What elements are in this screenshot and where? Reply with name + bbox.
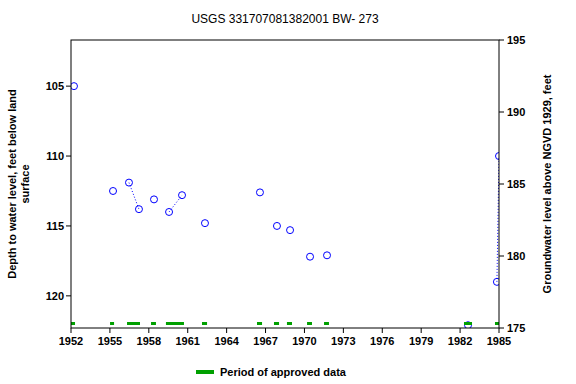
x-tick [265,328,266,333]
x-tick-label: 1976 [370,335,394,347]
y-tick-label: 105 [46,80,64,92]
data-point [324,252,331,259]
data-point [71,83,77,90]
approved-period [287,322,292,325]
x-tick [421,328,422,333]
data-point [256,189,263,196]
x-tick [382,328,383,333]
chart: USGS 331707081382001 BW- 273 1952 1955 1958… [0,0,576,384]
x-tick-label: 1967 [253,335,277,347]
y2-tick-label: 185 [507,178,525,190]
legend-swatch [196,370,214,374]
x-tick [304,328,305,333]
x-tick [460,328,461,333]
y2-label-line: Groundwater level above NGVD 1929, feet [541,74,553,293]
y-tick-label: 115 [46,220,64,232]
y2-tick [499,256,504,257]
y2-tick-label: 175 [507,322,525,334]
approved-period [202,322,207,325]
data-point [151,196,158,203]
y2-tick-label: 190 [507,106,525,118]
y-tick-label: 110 [46,150,64,162]
data-point [135,206,142,213]
y2-tick [499,184,504,185]
data-point [110,187,117,194]
legend-label: Period of approved data [220,366,347,378]
x-tick [187,328,188,333]
title: USGS 331707081382001 BW- 273 [191,12,379,26]
y-tick-label: 120 [46,290,64,302]
x-tick-label: 1964 [214,335,239,347]
x-tick [148,328,149,333]
y2-tick-label: 195 [507,34,525,46]
x-tick-label: 1958 [137,335,161,347]
approved-period [274,322,279,325]
x-tick [226,328,227,333]
y-tick [66,86,71,87]
x-tick [343,328,344,333]
approved-period [127,322,140,325]
y2-label: Groundwater level above NGVD 1929, feet [541,74,553,293]
approved-period [307,322,312,325]
x-tick [71,328,72,333]
approved-period [166,322,184,325]
approved-period [151,322,156,325]
approved-period [324,322,329,325]
data-point [287,227,294,234]
y-tick [66,156,71,157]
series-line [129,156,499,282]
legend: Period of approved data [196,366,347,378]
y-tick [66,225,71,226]
x-tick-label: 1979 [409,335,433,347]
y2-tick [499,112,504,113]
x-tick-label: 1973 [331,335,355,347]
x-tick-label: 1985 [487,335,511,347]
plot-area [71,83,499,328]
data-point [493,278,499,285]
y2-tick-label: 180 [507,250,525,262]
x-tick [499,328,500,333]
x-tick-label: 1961 [175,335,199,347]
y-label-line: surface [19,164,31,203]
y2-tick [499,328,504,329]
x-tick-label: 1952 [59,335,83,347]
x-tick-label: 1970 [292,335,316,347]
x-tick [109,328,110,333]
y-tick [66,295,71,296]
y-label-line: Depth to water level, feet below land [6,89,18,278]
approved-period [71,322,75,325]
data-point [201,220,208,227]
approved-period [110,322,114,325]
data-point [307,253,314,260]
data-point [465,322,472,328]
y-label: Depth to water level, feet below landsur… [6,89,31,278]
plot-frame [71,40,499,328]
data-point [273,222,280,229]
approved-period [495,322,499,325]
x-tick-label: 1982 [448,335,472,347]
y2-tick [499,40,504,41]
approved-period [257,322,262,325]
approved-period [464,322,472,325]
x-tick-label: 1955 [98,335,122,347]
